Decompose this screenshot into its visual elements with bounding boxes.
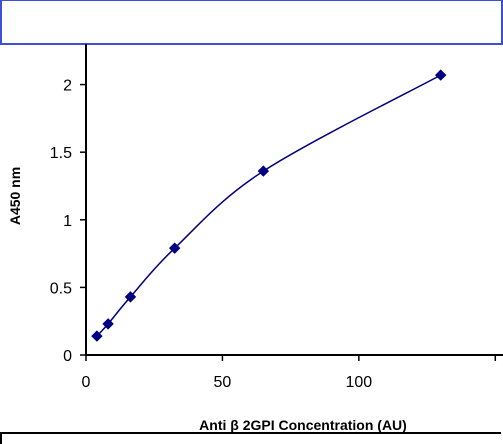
x-axis-title: Anti β 2GPI Concentration (AU) [199,417,407,433]
y-tick-label: 2 [63,78,72,95]
ticks: 0 0.5 1 1.5 2 0 50 100 [50,78,497,391]
data-point-marker [91,330,103,342]
y-tick-label: 0.5 [50,280,72,297]
data-point-marker [124,291,137,303]
y-axis-title: A450 nm [7,167,23,225]
y-tick-label: 1 [63,213,72,230]
chart-title-box [0,0,503,45]
axis-titles: Anti β 2GPI Concentration (AU) A450 nm [7,167,407,433]
series-line [96,74,442,337]
data-point-marker [168,242,181,254]
axes [85,44,503,356]
x-tick-label: 50 [214,374,232,391]
y-tick-label: 0 [63,348,72,365]
data-point-marker [102,318,114,330]
y-tick-label: 1.5 [50,145,72,162]
data-point-marker [435,69,447,81]
x-tick-label: 0 [82,374,91,391]
series-layer [91,69,447,342]
data-point-marker [257,165,270,177]
x-tick-label: 100 [346,374,373,391]
bottom-frame-box [0,432,501,444]
